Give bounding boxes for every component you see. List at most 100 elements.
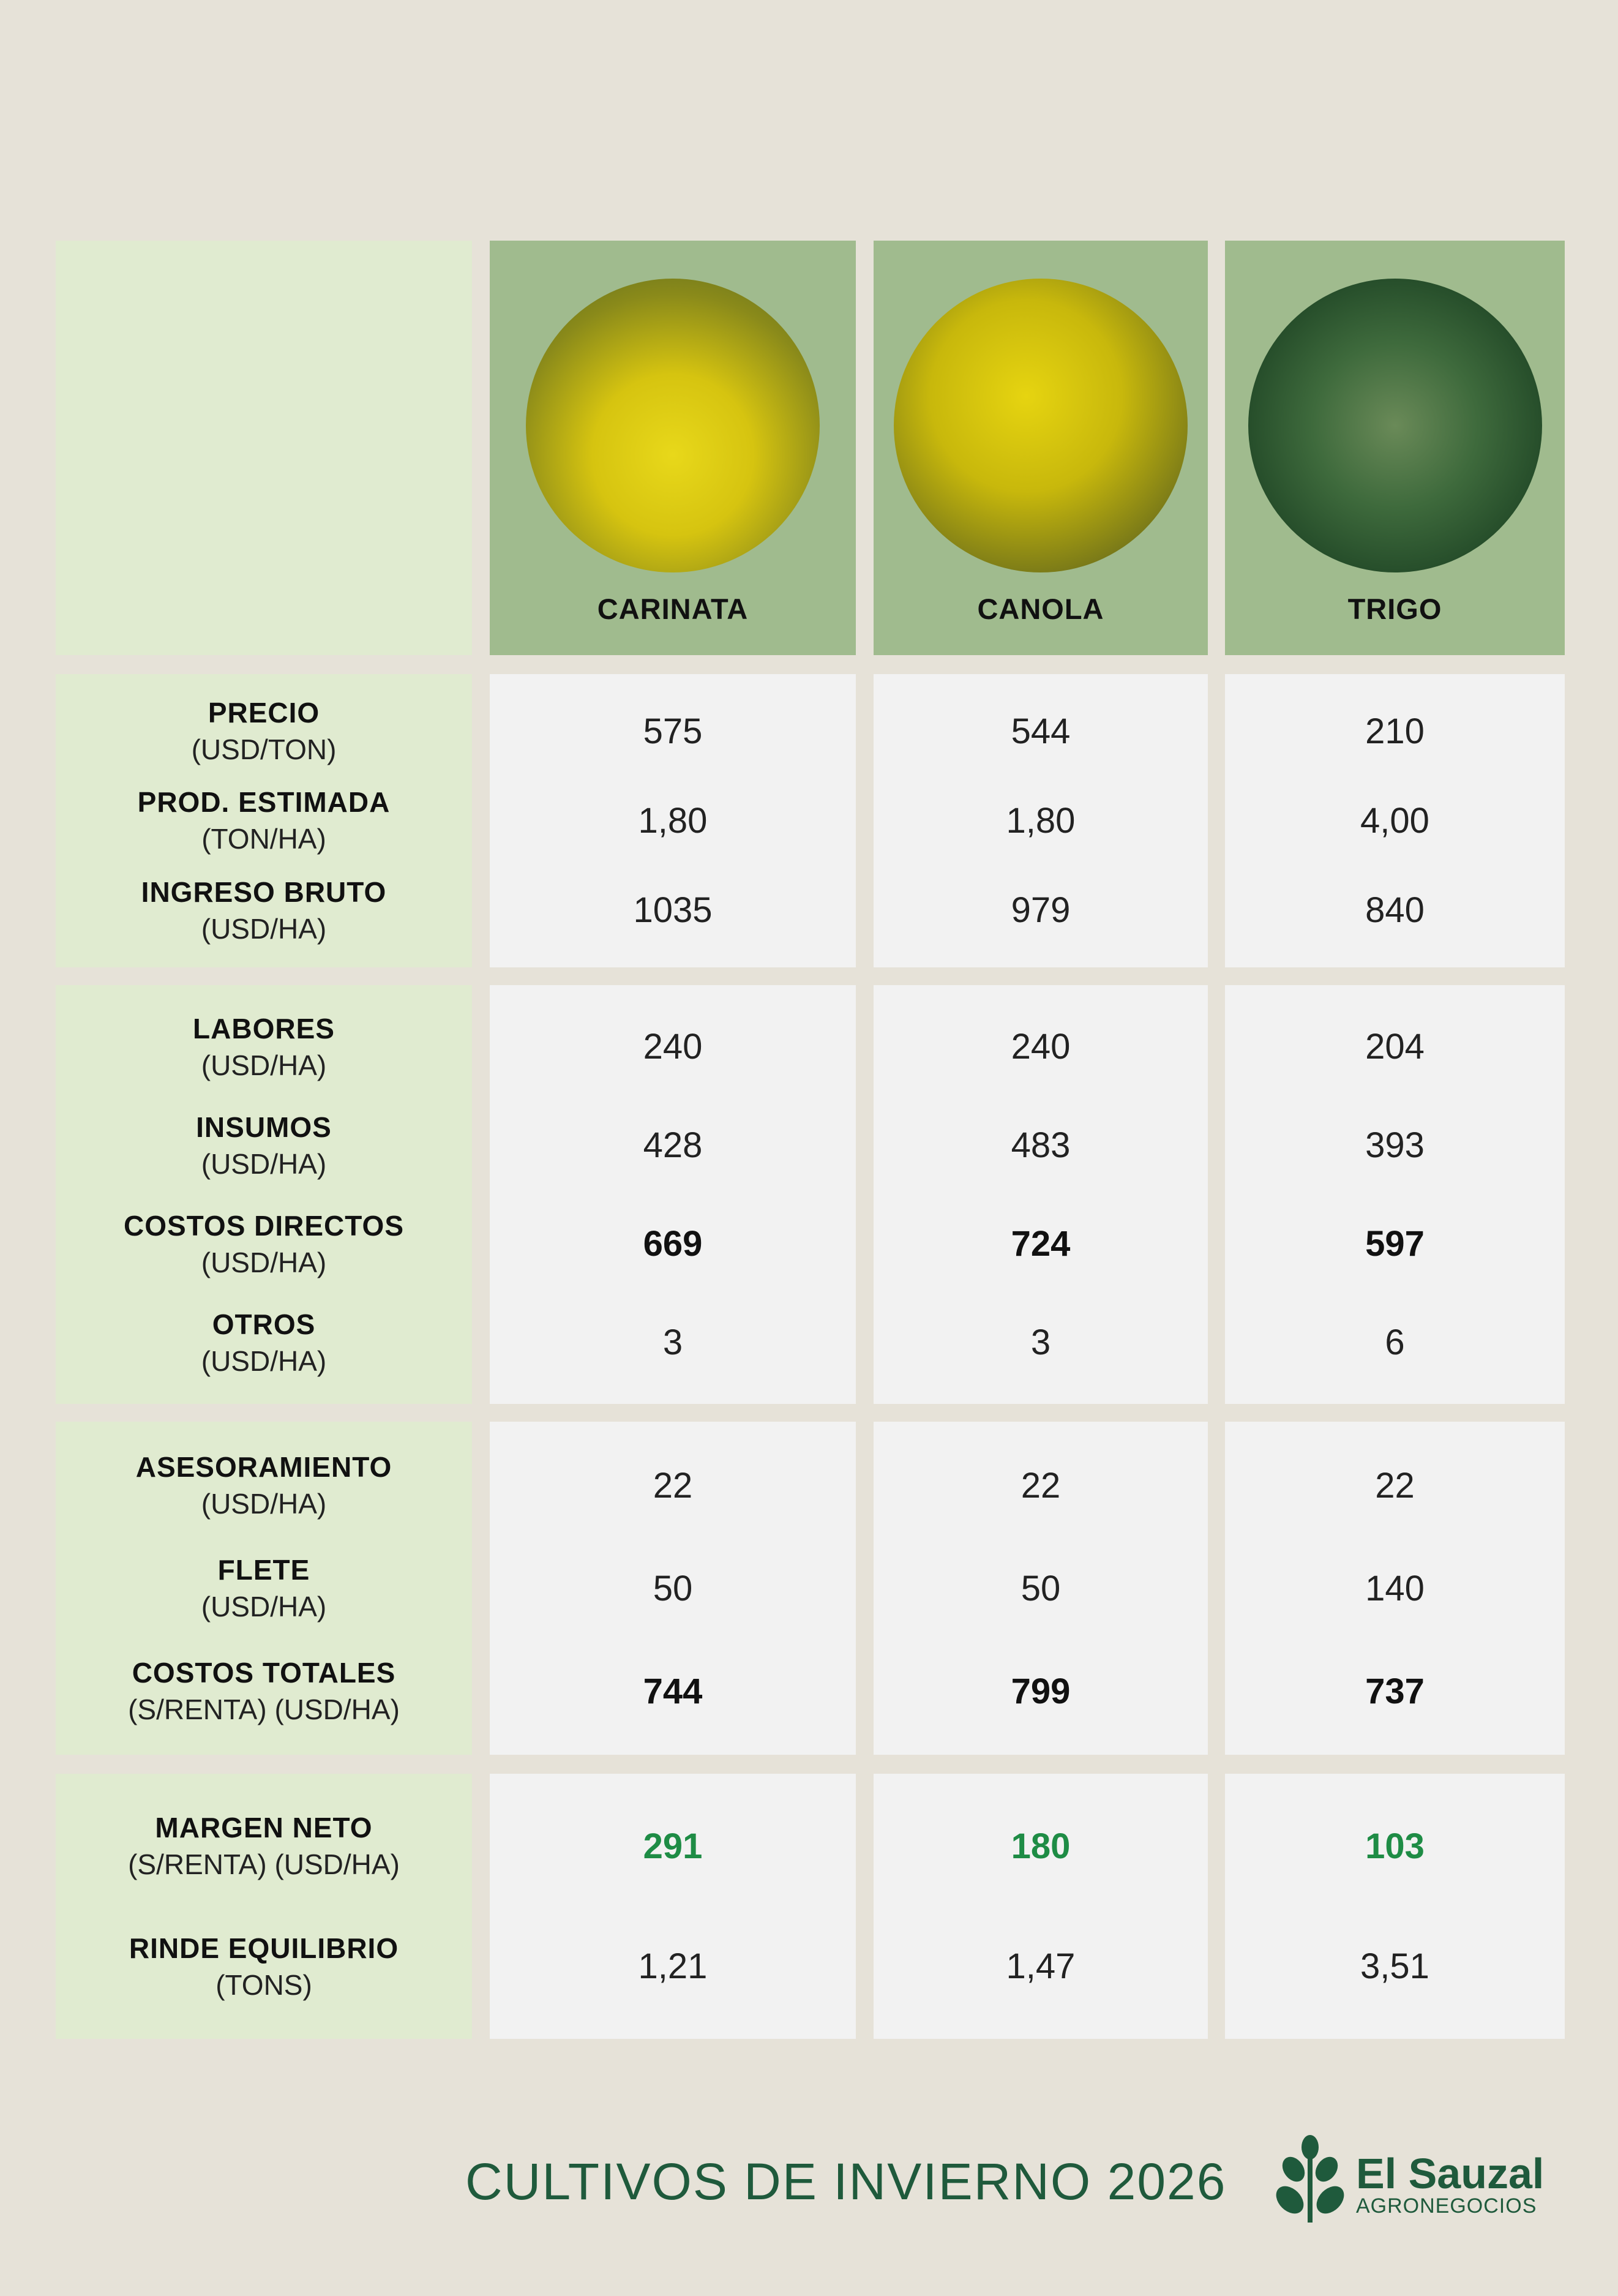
row-label-cell: MARGEN NETO (S/RENTA) (USD/HA) (56, 1786, 472, 1907)
row-label: INSUMOS (196, 1111, 332, 1143)
value: 22 (1375, 1465, 1415, 1506)
crop-name: CANOLA (977, 593, 1104, 625)
value-cell: 6 (1225, 1293, 1565, 1392)
value-cell: 597 (1225, 1195, 1565, 1293)
value: 799 (1011, 1671, 1071, 1711)
value-cell: 737 (1225, 1640, 1565, 1743)
value-cell: 428 (490, 1096, 856, 1195)
value-cell: 1035 (490, 866, 856, 955)
row-unit: (TONS) (215, 1968, 312, 2001)
row-label: MARGEN NETO (155, 1812, 373, 1844)
brand-name: El Sauzal (1356, 2150, 1545, 2197)
value: 544 (1011, 711, 1071, 751)
value: 1,80 (1006, 800, 1076, 841)
row-unit: (USD/HA) (201, 1345, 327, 1377)
row-label-cell: FLETE (USD/HA) (56, 1537, 472, 1640)
value: 393 (1365, 1125, 1425, 1165)
value-cell: 22 (490, 1434, 856, 1537)
value-group: 291 1,21 (490, 1774, 856, 2039)
value: 22 (653, 1465, 693, 1506)
row-label: FLETE (217, 1554, 310, 1586)
column-header: CARINATA (490, 241, 856, 655)
value-cell: 1,80 (490, 776, 856, 865)
value: 840 (1365, 890, 1425, 931)
row-label: LABORES (193, 1012, 335, 1045)
row-label-cell: RINDE EQUILIBRIO (TONS) (56, 1907, 472, 2027)
value-cell: 22 (1225, 1434, 1565, 1537)
value-cell: 180 (874, 1786, 1208, 1907)
row-unit: (USD/HA) (201, 1049, 327, 1081)
value-cell: 724 (874, 1195, 1208, 1293)
value-group: 103 3,51 (1225, 1774, 1565, 2039)
value: 3 (662, 1322, 683, 1362)
value-group: 22 50 799 (874, 1422, 1208, 1755)
value-cell: 204 (1225, 997, 1565, 1096)
value-group: 180 1,47 (874, 1774, 1208, 2039)
label-group: ASESORAMIENTO (USD/HA) FLETE (USD/HA) COSTOS… (56, 1422, 472, 1755)
row-label-cell: OTROS (USD/HA) (56, 1293, 472, 1392)
crop-name: CARINATA (597, 593, 749, 625)
row-unit: (USD/HA) (201, 1591, 327, 1623)
value: 240 (1011, 1027, 1071, 1067)
row-label: ASESORAMIENTO (135, 1451, 392, 1483)
value: 597 (1365, 1224, 1425, 1264)
value-cell: 240 (874, 997, 1208, 1096)
value: 3,51 (1360, 1946, 1429, 1987)
column-header: TRIGO (1225, 241, 1565, 655)
value-cell: 3 (874, 1293, 1208, 1392)
value-cell: 575 (490, 686, 856, 776)
row-label: RINDE EQUILIBRIO (129, 1932, 399, 1964)
value: 22 (1021, 1465, 1061, 1506)
value: 3 (1030, 1322, 1051, 1362)
label-group: MARGEN NETO (S/RENTA) (USD/HA) RINDE EQUIL… (56, 1774, 472, 2039)
value-cell: 483 (874, 1096, 1208, 1195)
row-label: INGRESO BRUTO (141, 876, 387, 908)
value: 6 (1385, 1322, 1405, 1362)
value: 50 (1021, 1568, 1061, 1608)
value: 575 (643, 711, 703, 751)
brand: El Sauzal AGRONEGOCIOS (1356, 2149, 1544, 2218)
value: 428 (643, 1125, 703, 1165)
row-label-cell: ASESORAMIENTO (USD/HA) (56, 1434, 472, 1537)
value: 1035 (633, 890, 713, 931)
value-cell: 210 (1225, 686, 1565, 776)
row-unit: (USD/HA) (201, 1246, 327, 1278)
value-cell: 544 (874, 686, 1208, 776)
row-unit: (TON/HA) (201, 823, 326, 855)
brand-subtitle: AGRONEGOCIOS (1356, 2194, 1537, 2218)
value-cell: 3 (490, 1293, 856, 1392)
value: 204 (1365, 1027, 1425, 1067)
value-group: 575 1,80 1035 (490, 674, 856, 967)
value-cell: 1,47 (874, 1907, 1208, 2027)
value: 1,47 (1006, 1946, 1076, 1987)
value-cell: 979 (874, 866, 1208, 955)
value: 4,00 (1360, 800, 1429, 841)
value-cell: 291 (490, 1786, 856, 1907)
crop-photo (894, 279, 1188, 572)
value-group: 544 1,80 979 (874, 674, 1208, 967)
row-unit: (S/RENTA) (USD/HA) (128, 1848, 400, 1881)
value: 979 (1011, 890, 1071, 931)
row-unit: (USD/HA) (201, 912, 327, 945)
row-label-cell: COSTOS TOTALES (S/RENTA) (USD/HA) (56, 1640, 472, 1743)
row-label-cell: INGRESO BRUTO (USD/HA) (56, 866, 472, 955)
value: 1,21 (638, 1946, 708, 1987)
logo-icon (1276, 2135, 1344, 2223)
crop-photo (1248, 279, 1542, 572)
value-group: 22 50 744 (490, 1422, 856, 1755)
row-label-cell: PROD. ESTIMADA (TON/HA) (56, 776, 472, 865)
footer-title: CULTIVOS DE INVIERNO 2026 (465, 2153, 1227, 2210)
value: 483 (1011, 1125, 1071, 1165)
value-group: 240 428 669 3 (490, 985, 856, 1404)
value-cell: 3,51 (1225, 1907, 1565, 2027)
row-label-cell: PRECIO (USD/TON) (56, 686, 472, 776)
column-header: CANOLA (874, 241, 1208, 655)
label-group: PRECIO (USD/TON) PROD. ESTIMADA (TON/HA) ING… (56, 674, 472, 967)
value-group: 204 393 597 6 (1225, 985, 1565, 1404)
value-cell: 744 (490, 1640, 856, 1743)
value: 210 (1365, 711, 1425, 751)
value-cell: 1,21 (490, 1907, 856, 2027)
value-cell: 669 (490, 1195, 856, 1293)
value: 737 (1365, 1671, 1425, 1711)
value-cell: 22 (874, 1434, 1208, 1537)
